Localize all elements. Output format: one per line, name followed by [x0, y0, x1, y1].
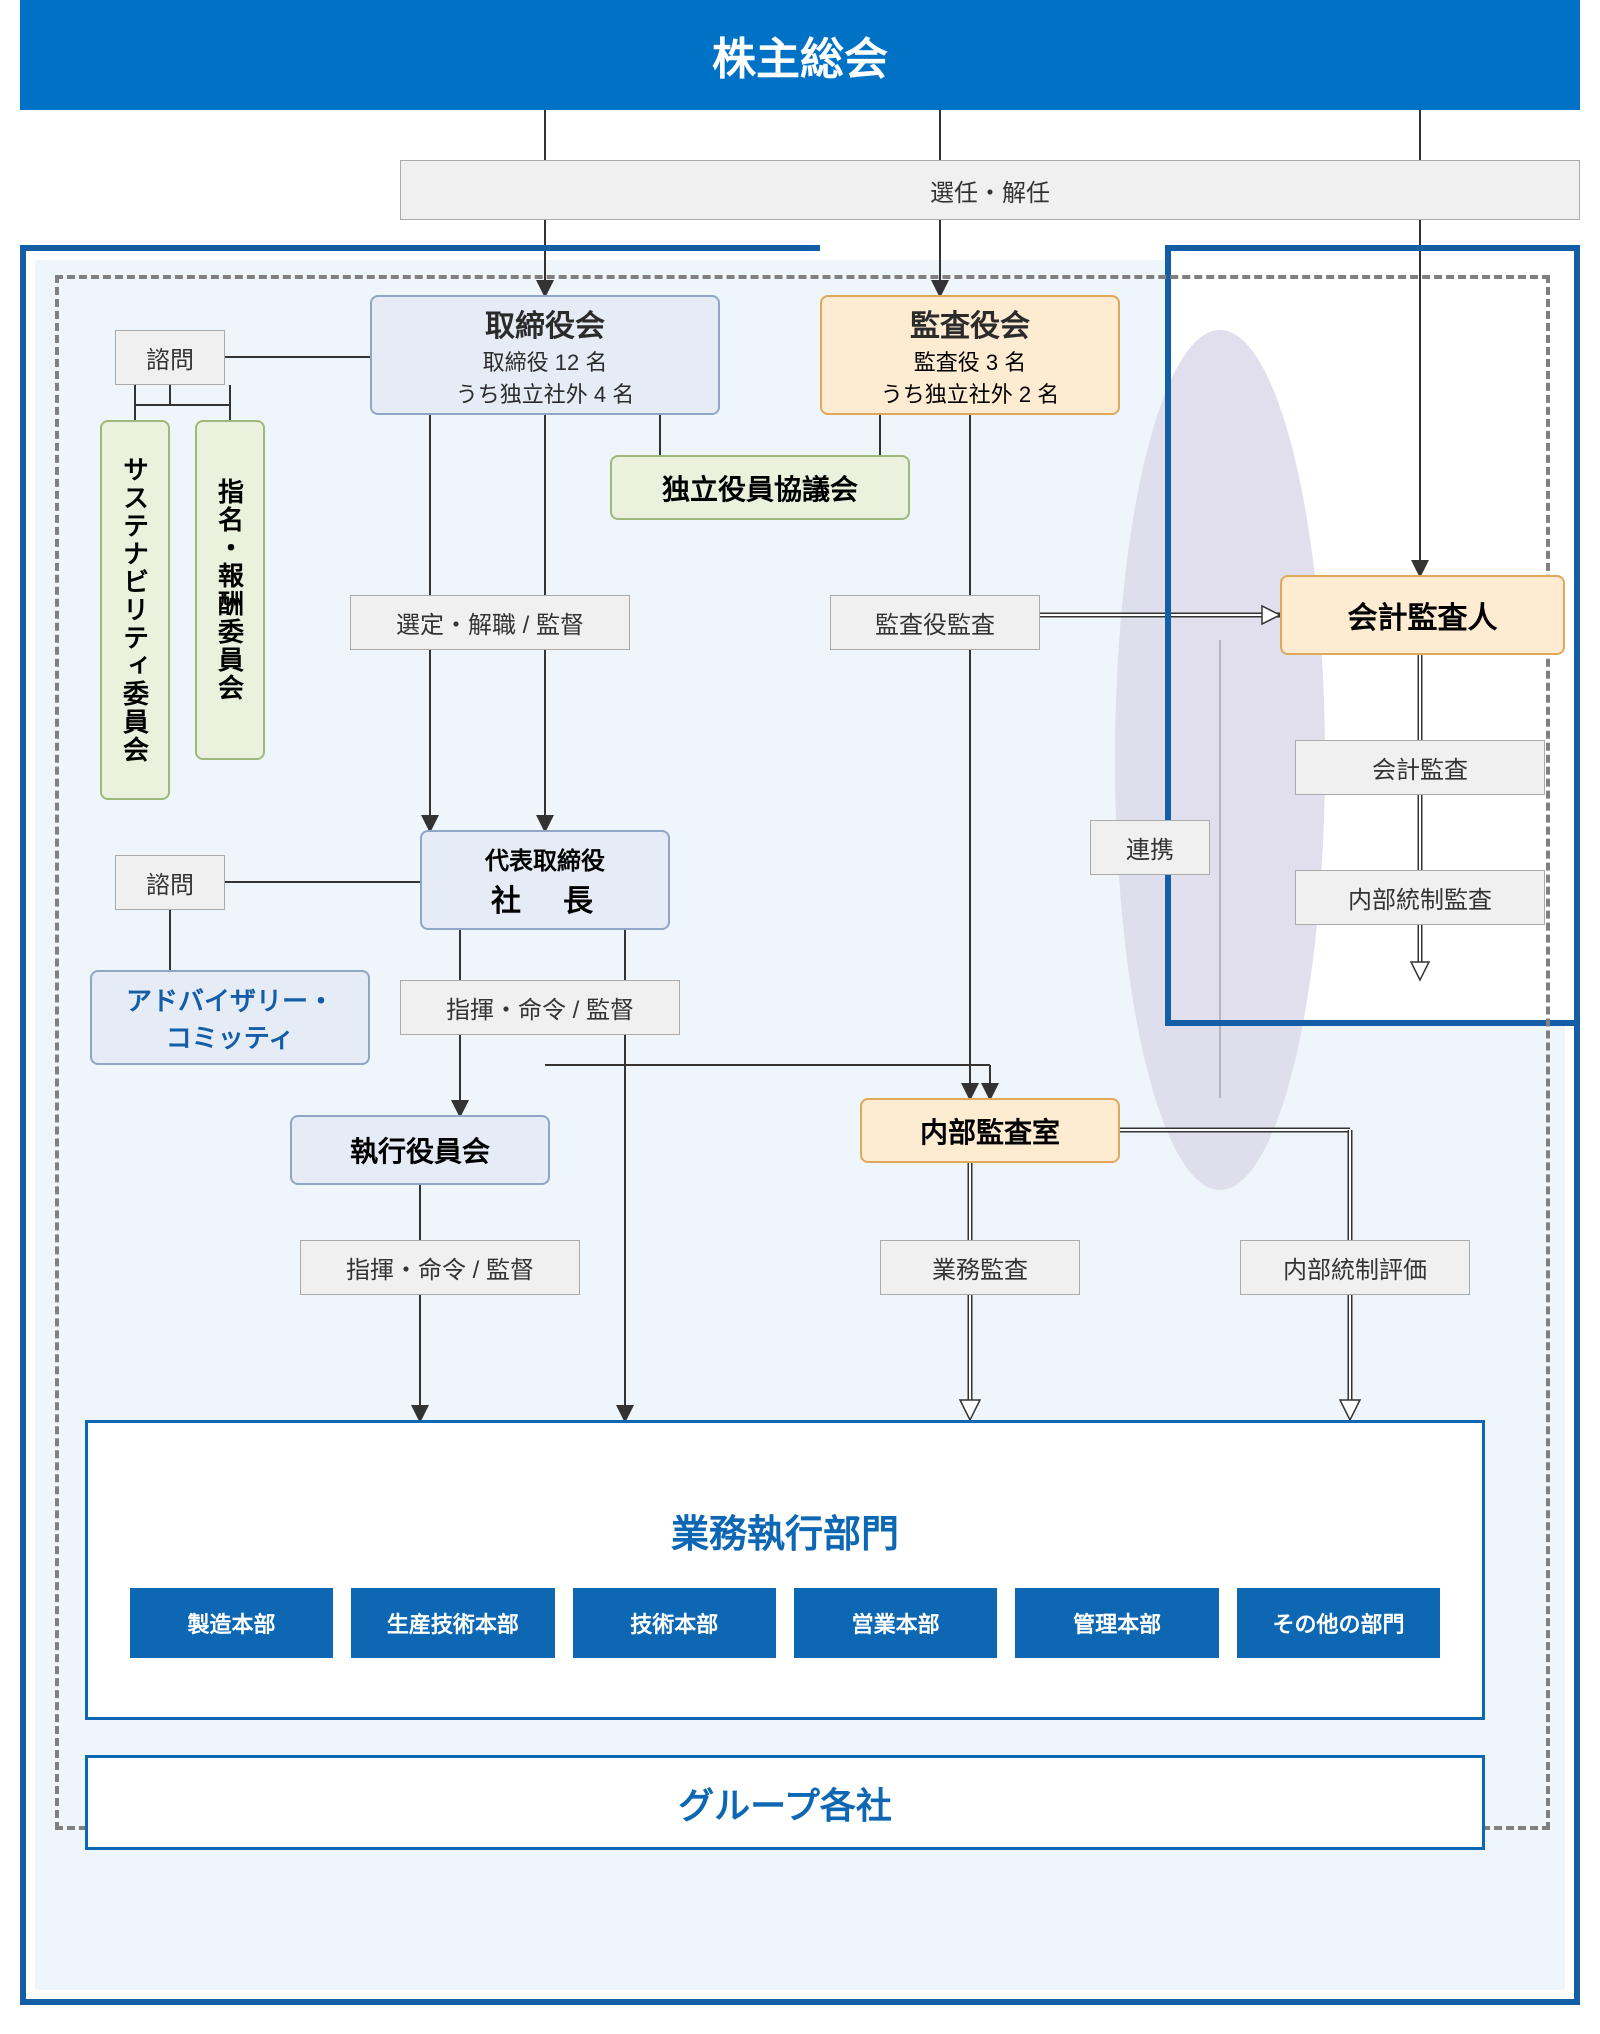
president-l1: 代表取締役: [485, 841, 605, 876]
gyomu-kansa-label: 業務監査: [880, 1240, 1080, 1295]
direct1-text: 指揮・命令 / 監督: [446, 990, 634, 1025]
accounting-auditor-box: 会計監査人: [1280, 575, 1565, 655]
governance-diagram: 株主総会 選任・解任 諮問 取締役会 取締役 12 名 うち独立社外 4 名 監…: [0, 0, 1600, 2034]
board-line2: うち独立社外 4 名: [456, 377, 634, 409]
audit-by-auditors-text: 監査役監査: [875, 605, 995, 640]
dept-row: 製造本部生産技術本部技術本部営業本部管理本部その他の部門: [130, 1588, 1440, 1658]
indep-text: 独立役員協議会: [662, 468, 858, 508]
accounting-audit-text: 会計監査: [1372, 750, 1468, 785]
exec-dept-block: 業務執行部門 製造本部生産技術本部技術本部営業本部管理本部その他の部門: [85, 1420, 1485, 1720]
advisory-l2: コミッティ: [166, 1018, 294, 1055]
consult1-text: 諮問: [146, 340, 194, 375]
nomination-remuneration-committee: 指名・報酬委員会: [195, 420, 265, 760]
direct1-label: 指揮・命令 / 監督: [400, 980, 680, 1035]
group-companies-text: グループ各社: [678, 1777, 892, 1829]
naibu-tousei-hyoka-label: 内部統制評価: [1240, 1240, 1470, 1295]
direct2-label: 指揮・命令 / 監督: [300, 1240, 580, 1295]
internal-control-audit-text: 内部統制監査: [1348, 880, 1492, 915]
internal-control-audit-label: 内部統制監査: [1295, 870, 1545, 925]
dept-0: 製造本部: [130, 1588, 333, 1658]
independent-council: 独立役員協議会: [610, 455, 910, 520]
dept-2: 技術本部: [573, 1588, 776, 1658]
outer-frame-right-seg: [1574, 245, 1580, 1025]
naibu-tousei-hyoka-text: 内部統制評価: [1283, 1250, 1427, 1285]
exec-dept-title: 業務執行部門: [671, 1514, 899, 1556]
internal-audit-office-box: 内部監査室: [860, 1098, 1120, 1163]
coop-text: 連携: [1126, 830, 1174, 865]
dept-4: 管理本部: [1015, 1588, 1218, 1658]
president-box: 代表取締役 社 長: [420, 830, 670, 930]
consult1-label: 諮問: [115, 330, 225, 385]
outer-frame-top-left: [20, 245, 820, 251]
audit-board-box: 監査役会 監査役 3 名 うち独立社外 2 名: [820, 295, 1120, 415]
board-line1: 取締役 12 名: [483, 345, 608, 377]
outer-frame-right-lower: [1574, 1020, 1580, 2005]
sustain-text: サステナビリティ委員会: [117, 456, 154, 764]
gyomu-kansa-text: 業務監査: [932, 1250, 1028, 1285]
appoint-text: 選任・解任: [930, 173, 1050, 208]
nomrem-text: 指名・報酬委員会: [212, 478, 249, 702]
exec-committee-text: 執行役員会: [350, 1130, 490, 1170]
advisory-l1: アドバイザリー・: [126, 981, 334, 1018]
appoint-label: 選任・解任: [400, 160, 1580, 220]
shareholders-banner: 株主総会: [20, 0, 1580, 110]
cooperation-label: 連携: [1090, 820, 1210, 875]
select-supervise-label: 選定・解職 / 監督: [350, 595, 630, 650]
accounting-auditor-text: 会計監査人: [1348, 593, 1498, 637]
audit-board-line1: 監査役 3 名: [914, 345, 1026, 377]
audit-board-title: 監査役会: [910, 301, 1030, 345]
board-title: 取締役会: [485, 301, 605, 345]
internal-audit-office-text: 内部監査室: [920, 1111, 1060, 1151]
sustainability-committee: サステナビリティ委員会: [100, 420, 170, 800]
select-supervise-text: 選定・解職 / 監督: [396, 605, 584, 640]
audit-board-line2: うち独立社外 2 名: [881, 377, 1059, 409]
exec-committee-box: 執行役員会: [290, 1115, 550, 1185]
accounting-audit-label: 会計監査: [1295, 740, 1545, 795]
board-box: 取締役会 取締役 12 名 うち独立社外 4 名: [370, 295, 720, 415]
president-l2: 社 長: [491, 876, 599, 920]
consult2-label: 諮問: [115, 855, 225, 910]
dept-1: 生産技術本部: [351, 1588, 554, 1658]
direct2-text: 指揮・命令 / 監督: [346, 1250, 534, 1285]
outer-frame-top-right: [1165, 245, 1580, 251]
dept-5: その他の部門: [1237, 1588, 1440, 1658]
group-companies-block: グループ各社: [85, 1755, 1485, 1850]
advisory-box: アドバイザリー・ コミッティ: [90, 970, 370, 1065]
audit-by-auditors-label: 監査役監査: [830, 595, 1040, 650]
consult2-text: 諮問: [146, 865, 194, 900]
shareholders-text: 株主総会: [712, 23, 888, 87]
dept-3: 営業本部: [794, 1588, 997, 1658]
